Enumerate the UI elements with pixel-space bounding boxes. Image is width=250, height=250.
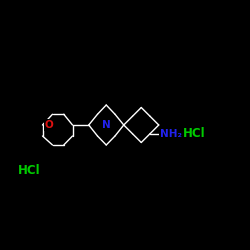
Text: HCl: HCl — [18, 164, 40, 177]
Text: NH₂: NH₂ — [160, 129, 182, 139]
Text: O: O — [44, 120, 53, 130]
Text: HCl: HCl — [182, 127, 205, 140]
Text: N: N — [102, 120, 110, 130]
